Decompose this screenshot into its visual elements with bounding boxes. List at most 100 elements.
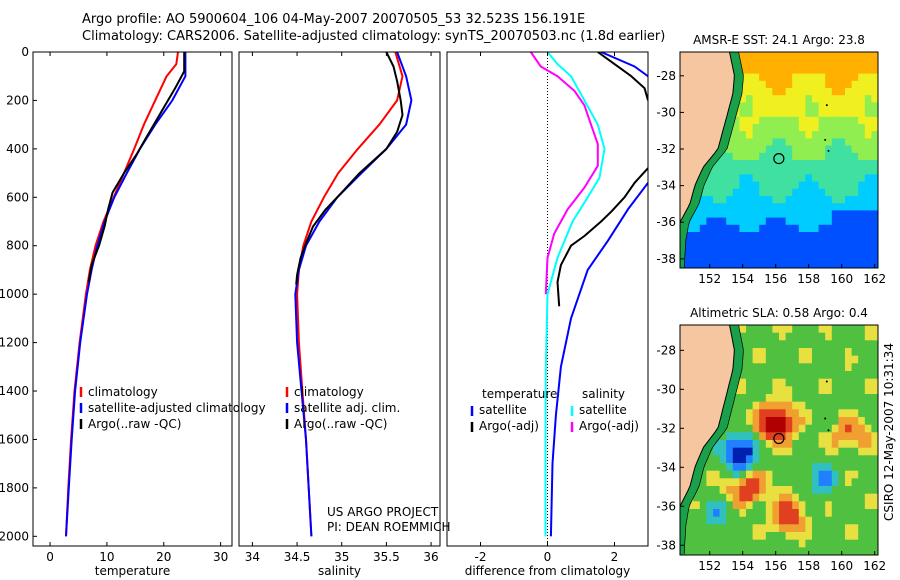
map-cell [805,340,813,349]
map-cell [765,260,773,268]
map-cell [858,363,866,372]
map-cell [779,340,787,349]
map-cell [752,73,760,82]
map-cell [798,174,806,183]
map-cell [779,116,787,125]
map-cell [812,188,820,197]
map-cell [792,224,800,233]
map-cell [779,424,787,433]
map-cell [845,260,853,268]
map-cell [871,232,878,240]
map-cell [792,348,800,357]
map-cell [818,73,826,82]
map-cell [746,224,754,233]
map-cell [798,478,806,487]
map-cell [838,378,846,387]
map-cell [772,196,780,204]
map-cell [699,210,707,219]
map-cell [732,253,740,262]
map-cell [772,131,780,139]
island-marker [824,138,827,141]
map-cell [699,224,707,233]
x-tick-label: 158 [797,559,820,573]
map-cell [713,260,721,268]
map-cell [746,246,754,255]
map-cell [818,516,826,525]
map-cell [838,224,846,233]
legend-entry: Argo(-adj) [479,419,539,433]
map-cell [759,424,767,433]
map-cell [726,217,734,226]
map-cell [851,66,859,75]
map-cell [739,424,747,433]
map-cell [759,188,767,197]
map-cell [732,116,740,125]
map-cell [864,224,872,233]
map-cell [798,260,806,268]
map-cell [798,160,806,168]
map-cell [713,539,721,548]
map-cell [858,109,866,118]
map-cell [864,332,872,341]
map-cell [693,493,701,502]
x-axis-label: salinity [318,564,361,578]
map-cell [864,203,872,211]
map-cell [818,355,826,364]
map-cell [812,80,820,89]
map-cell [772,188,780,197]
map-cell [851,167,859,175]
map-cell [812,181,820,190]
map-cell [785,102,793,111]
map-cell [851,440,859,449]
map-cell [864,363,872,372]
map-cell [798,470,806,479]
map-cell [726,152,734,161]
map-cell [759,196,767,204]
map-cell [719,174,727,183]
map-cell [746,455,754,464]
map-cell [805,66,813,75]
map-cell [732,470,740,479]
map-cell [845,501,853,510]
map-cell [779,95,787,103]
map-cell [706,232,714,240]
map-cell [805,409,813,418]
map-cell [746,131,754,139]
map-cell [871,102,878,111]
map-cell [752,409,760,418]
map-cell [746,52,754,60]
map-cell [851,203,859,211]
map-cell [746,478,754,487]
map-cell [845,432,853,441]
map-cell [838,66,846,75]
map-cell [785,516,793,525]
map-cell [719,478,727,487]
map-cell [779,355,787,364]
map-cell [798,355,806,364]
map-cell [752,232,760,240]
map-cell [746,66,754,75]
map-cell [693,260,701,268]
map-cell [772,516,780,525]
map-cell [752,440,760,449]
map-cell [812,138,820,147]
map-cell [746,493,754,502]
map-cell [805,432,813,441]
map-cell [845,493,853,502]
map-cell [831,509,839,518]
map-cell [838,424,846,433]
map-cell [858,378,866,387]
map-cell [779,386,787,395]
map-cell [746,239,754,247]
map-cell [812,73,820,82]
y-tick-label: 1600 [0,432,29,446]
map-cell [845,325,853,334]
map-cell [838,325,846,334]
map-cell [792,59,800,67]
map-cell [858,440,866,449]
map-cell [851,174,859,183]
map-cell [812,224,820,233]
map-cell [772,340,780,349]
map-cell [779,232,787,240]
map-cell [779,348,787,357]
